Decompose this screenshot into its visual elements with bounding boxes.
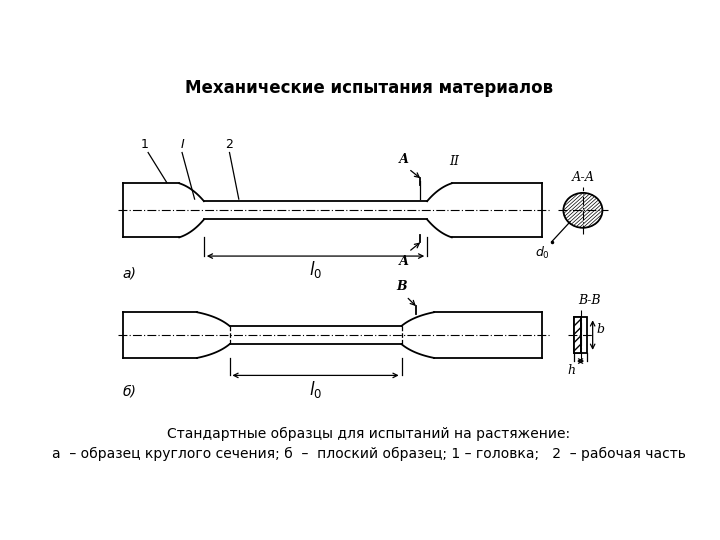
Bar xyxy=(574,318,587,353)
Text: Механические испытания материалов: Механические испытания материалов xyxy=(185,79,553,97)
Text: б): б) xyxy=(122,385,136,399)
Text: Стандартные образцы для испытаний на растяжение:: Стандартные образцы для испытаний на рас… xyxy=(168,427,570,442)
Text: А-А: А-А xyxy=(571,171,595,184)
Text: $d_0$: $d_0$ xyxy=(535,245,549,261)
Text: b: b xyxy=(596,323,604,336)
Text: $l_0$: $l_0$ xyxy=(309,259,322,280)
Text: А: А xyxy=(399,255,409,268)
Text: $l_0$: $l_0$ xyxy=(309,379,322,400)
Bar xyxy=(574,318,581,353)
Text: В: В xyxy=(396,280,407,294)
Text: h: h xyxy=(567,363,575,376)
Text: А: А xyxy=(399,153,409,166)
Text: 2: 2 xyxy=(225,138,233,151)
Text: а  – образец круглого сечения; б  –  плоский образец; 1 – головка;   2  – рабоча: а – образец круглого сечения; б – плоски… xyxy=(52,447,686,461)
Text: 1: 1 xyxy=(141,138,149,151)
Text: I: I xyxy=(180,138,184,151)
Text: а): а) xyxy=(122,266,136,280)
Text: В-В: В-В xyxy=(578,294,600,307)
Text: II: II xyxy=(449,154,459,167)
